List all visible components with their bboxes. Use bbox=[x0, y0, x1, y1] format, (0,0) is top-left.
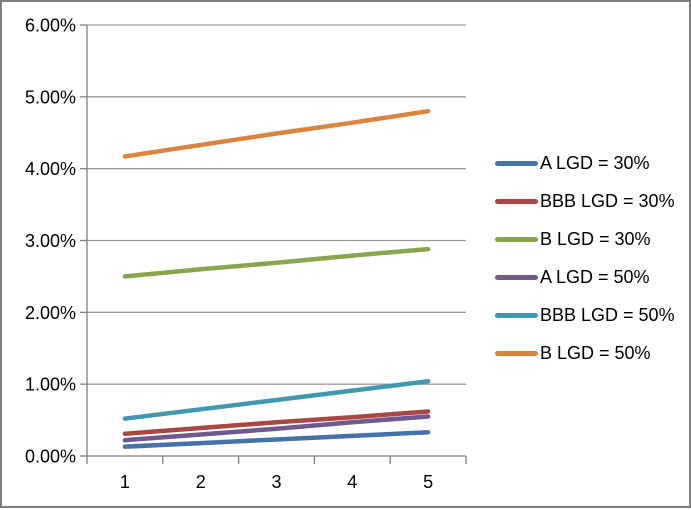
y-tick-label: 1.00% bbox=[25, 375, 76, 395]
legend-swatch-icon bbox=[495, 160, 538, 166]
legend-item-b-lgd-30[interactable]: B LGD = 30% bbox=[495, 220, 675, 258]
series-line-bbb-lgd-30[interactable] bbox=[122, 409, 431, 436]
y-tick-label: 0.00% bbox=[25, 447, 76, 467]
legend-label: B LGD = 50% bbox=[540, 343, 651, 363]
legend-item-bbb-lgd-30[interactable]: BBB LGD = 30% bbox=[495, 182, 675, 220]
y-tick-label: 4.00% bbox=[25, 159, 76, 179]
legend-item-bbb-lgd-50[interactable]: BBB LGD = 50% bbox=[495, 296, 675, 334]
legend-swatch-icon bbox=[495, 350, 538, 356]
chart-legend: A LGD = 30% BBB LGD = 30% B LGD = 30% A LGD… bbox=[495, 144, 675, 372]
legend-swatch-icon bbox=[495, 274, 538, 280]
legend-swatch-icon bbox=[495, 198, 538, 204]
x-tick-label: 3 bbox=[271, 472, 281, 492]
legend-label: A LGD = 50% bbox=[540, 267, 650, 287]
series-line-a-lgd-30[interactable] bbox=[122, 430, 431, 449]
legend-item-b-lgd-50[interactable]: B LGD = 50% bbox=[495, 334, 675, 372]
legend-item-a-lgd-30[interactable]: A LGD = 30% bbox=[495, 144, 675, 182]
x-tick-label: 4 bbox=[347, 472, 357, 492]
legend-label: A LGD = 30% bbox=[540, 153, 650, 173]
x-tick-label: 1 bbox=[120, 472, 130, 492]
legend-swatch-icon bbox=[495, 312, 538, 318]
legend-label: BBB LGD = 50% bbox=[540, 305, 675, 325]
legend-label: BBB LGD = 30% bbox=[540, 191, 675, 211]
series-line-b-lgd-30[interactable] bbox=[122, 246, 431, 279]
series-line-b-lgd-50[interactable] bbox=[122, 108, 431, 159]
y-tick-label: 6.00% bbox=[25, 16, 76, 36]
y-tick-label: 3.00% bbox=[25, 231, 76, 251]
legend-item-a-lgd-50[interactable]: A LGD = 50% bbox=[495, 258, 675, 296]
x-tick-label: 5 bbox=[423, 472, 433, 492]
legend-label: B LGD = 30% bbox=[540, 229, 651, 249]
series-line-a-lgd-50[interactable] bbox=[122, 414, 431, 443]
x-tick-label: 2 bbox=[196, 472, 206, 492]
y-tick-label: 2.00% bbox=[25, 303, 76, 323]
series-line-bbb-lgd-50[interactable] bbox=[122, 379, 431, 421]
y-tick-label: 5.00% bbox=[25, 87, 76, 107]
legend-swatch-icon bbox=[495, 236, 538, 242]
